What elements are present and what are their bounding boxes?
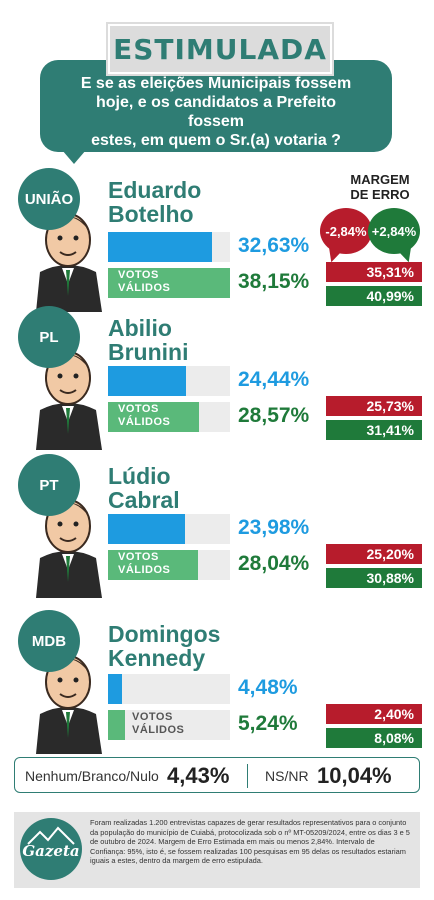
candidate-name: Abilio Brunini: [108, 315, 189, 365]
party-label: PL: [39, 328, 59, 346]
candidate-name: Domingos Kennedy: [108, 621, 221, 671]
party-label: MDB: [31, 632, 67, 650]
margin-plus-value: +2,84%: [371, 223, 417, 239]
summary-divider: [247, 764, 248, 788]
stimulated-bar: [108, 232, 212, 262]
party-label: UNIÃO: [24, 190, 74, 208]
nsnr-label: NS/NR: [265, 768, 309, 784]
stimulated-bar-track: [108, 674, 230, 704]
stimulated-bar-track: [108, 366, 230, 396]
title-box: ESTIMULADA: [108, 24, 332, 74]
candidate-block-1: UNIÃO Eduardo Botelho 32,63% VOTOS VÁLID…: [0, 168, 434, 318]
gazeta-logo: Gazeta: [20, 818, 82, 880]
stimulated-bar: [108, 366, 186, 396]
question-text: E se as eleições Municipais fossem hoje,…: [80, 75, 352, 149]
range-high-box: 30,88%: [326, 568, 422, 588]
range-high-box: 31,41%: [326, 420, 422, 440]
range-low-box: 25,73%: [326, 396, 422, 416]
valid-percent: 28,57%: [238, 404, 310, 427]
margin-minus-bubble: -2,84%: [320, 208, 372, 254]
none-label: Nenhum/Branco/Nulo: [25, 768, 159, 784]
nsnr-value: 10,04%: [317, 763, 392, 788]
party-badge: PT: [18, 454, 80, 516]
question-panel: E se as eleições Municipais fossem hoje,…: [40, 60, 392, 152]
valid-votes-label: VOTOS VÁLIDOS: [132, 711, 185, 736]
party-label: PT: [39, 476, 59, 494]
valid-votes-label: VOTOS VÁLIDOS: [118, 403, 171, 428]
range-low-box: 25,20%: [326, 544, 422, 564]
range-low-box: 35,31%: [326, 262, 422, 282]
stimulated-bar-track: [108, 514, 230, 544]
range-high-box: 40,99%: [326, 286, 422, 306]
candidate-name: Lúdio Cabral: [108, 463, 180, 513]
candidate-caricature: [36, 351, 102, 450]
stimulated-bar: [108, 674, 122, 704]
valid-bar-track: VOTOS VÁLIDOS: [108, 710, 230, 740]
logo-word: Gazeta: [22, 842, 80, 860]
valid-votes-label: VOTOS VÁLIDOS: [118, 269, 171, 294]
stimulated-percent: 32,63%: [238, 234, 310, 257]
others-summary: Nenhum/Branco/Nulo 4,43% NS/NR 10,04%: [14, 757, 420, 793]
margin-title: MARGEM DE ERRO: [350, 172, 410, 202]
valid-percent: 38,15%: [238, 270, 310, 293]
valid-bar: [108, 402, 199, 432]
party-badge: MDB: [18, 610, 80, 672]
question-tail: [62, 150, 86, 164]
none-value: 4,43%: [167, 763, 230, 788]
candidate-block-2: PL Abilio Brunini 24,44% VOTOS VÁLIDOS 2…: [0, 306, 434, 456]
stimulated-percent: 4,48%: [238, 676, 298, 699]
valid-bar: [108, 550, 198, 580]
valid-votes-label: VOTOS VÁLIDOS: [118, 551, 171, 576]
candidate-block-4: MDB Domingos Kennedy 4,48% VOTOS VÁLIDOS…: [0, 610, 434, 760]
methodology-text: Foram realizadas 1.200 entrevistas capaz…: [90, 818, 410, 866]
range-low-box: 2,40%: [326, 704, 422, 724]
range-high-box: 8,08%: [326, 728, 422, 748]
margin-minus-value: -2,84%: [325, 223, 367, 239]
stimulated-bar: [108, 514, 185, 544]
candidate-caricature: [36, 499, 102, 598]
valid-bar: [108, 268, 230, 298]
margin-plus-bubble: +2,84%: [368, 208, 420, 254]
candidate-block-3: PT Lúdio Cabral 23,98% VOTOS VÁLIDOS 28,…: [0, 454, 434, 604]
logo-mountain-icon: [27, 826, 75, 845]
stimulated-percent: 23,98%: [238, 516, 310, 539]
page-title: ESTIMULADA: [113, 32, 327, 66]
valid-percent: 5,24%: [238, 712, 298, 735]
valid-bar-track: VOTOS VÁLIDOS: [108, 402, 230, 432]
valid-percent: 28,04%: [238, 552, 310, 575]
party-badge: UNIÃO: [18, 168, 80, 230]
stimulated-bar-track: [108, 232, 230, 262]
valid-bar-track: VOTOS VÁLIDOS: [108, 268, 230, 298]
methodology-footer: Gazeta Foram realizadas 1.200 entrevista…: [14, 812, 420, 888]
valid-bar: [108, 710, 125, 740]
valid-bar-track: VOTOS VÁLIDOS: [108, 550, 230, 580]
party-badge: PL: [18, 306, 80, 368]
candidate-name: Eduardo Botelho: [108, 177, 202, 227]
stimulated-percent: 24,44%: [238, 368, 310, 391]
